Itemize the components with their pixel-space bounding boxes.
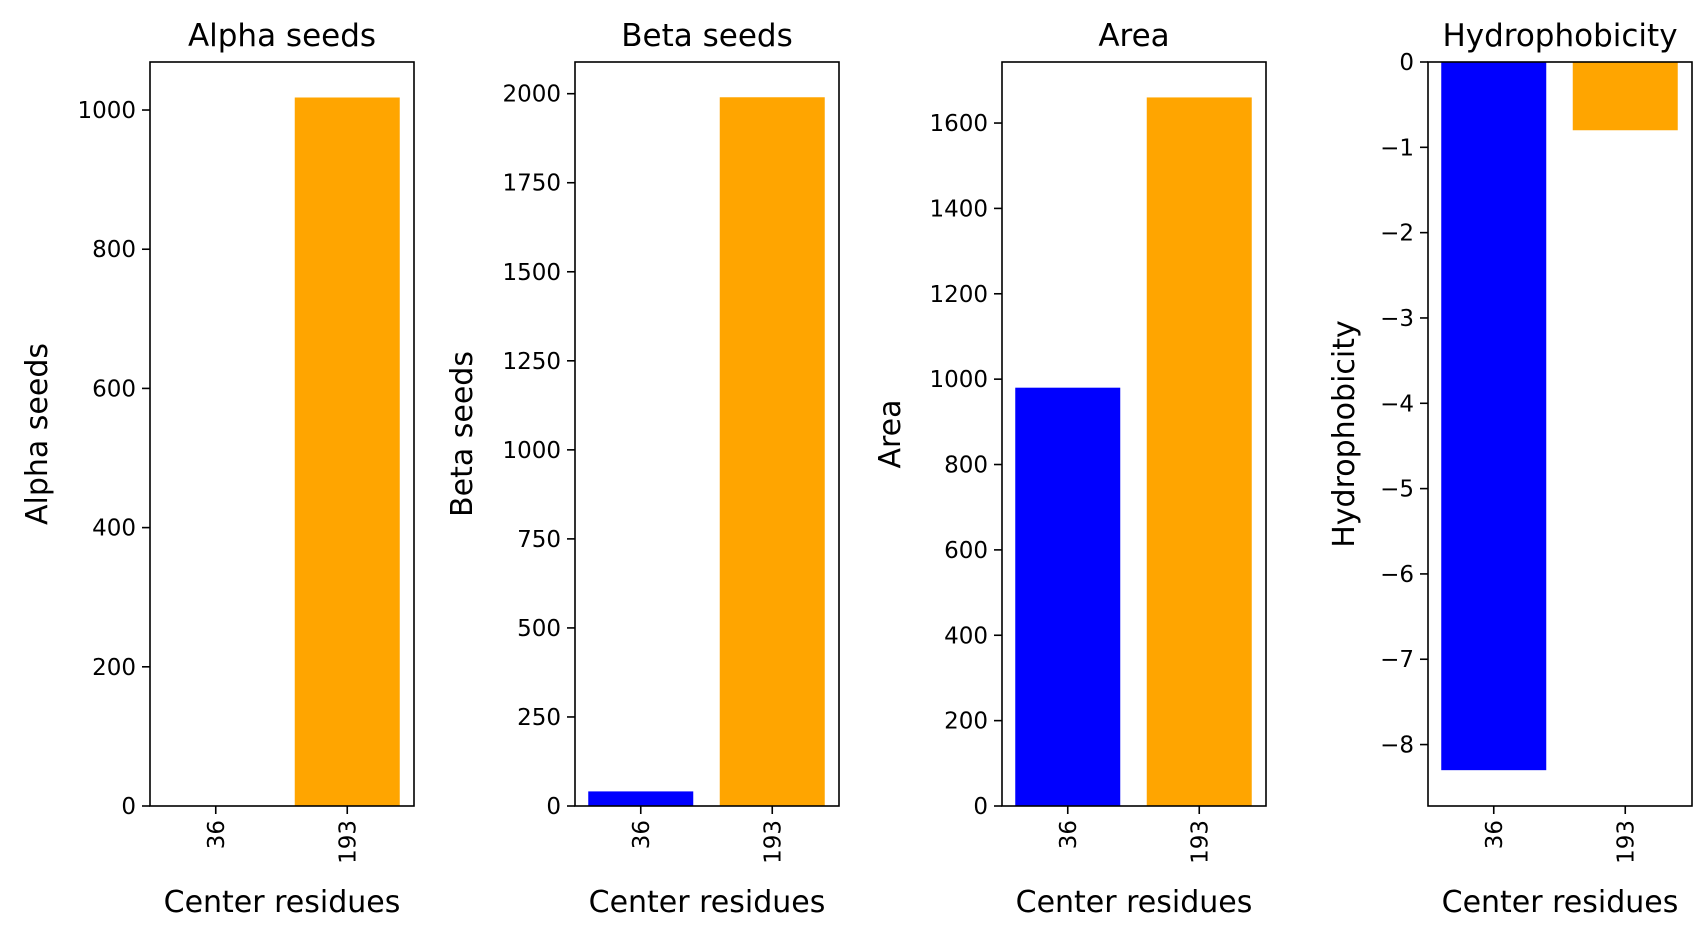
bar-36 bbox=[1015, 387, 1121, 806]
y-tick-label: 400 bbox=[92, 516, 136, 542]
x-tick-label: 36 bbox=[204, 820, 230, 849]
y-tick-label: 500 bbox=[517, 616, 561, 642]
y-tick-label: 1000 bbox=[502, 438, 561, 464]
x-axis-title: Center residues bbox=[1016, 885, 1253, 920]
chart-title: Alpha seeds bbox=[188, 18, 376, 54]
y-tick-label: −7 bbox=[1380, 647, 1414, 673]
y-tick-label: 1750 bbox=[502, 171, 561, 197]
y-tick-label: 1000 bbox=[929, 367, 988, 393]
y-tick-label: 250 bbox=[517, 705, 561, 731]
plot-frame bbox=[1427, 61, 1693, 807]
y-axis-title: Area bbox=[873, 399, 908, 468]
x-axis-title: Center residues bbox=[164, 885, 401, 920]
y-tick-label: 0 bbox=[121, 794, 136, 820]
y-tick-label: 200 bbox=[944, 709, 988, 735]
x-tick-label: 193 bbox=[1613, 820, 1639, 864]
chart-title: Beta seeds bbox=[621, 18, 792, 54]
plot-frame bbox=[149, 61, 415, 807]
y-tick-label: 1200 bbox=[929, 282, 988, 308]
bar-36 bbox=[1441, 62, 1547, 771]
bar-193 bbox=[1572, 62, 1678, 131]
bar-36 bbox=[588, 791, 694, 806]
y-tick-label: 600 bbox=[92, 376, 136, 402]
chart-panel-2: 0 250 500 750 1000 1250 1500 1750 2000 36 193 Beta … bbox=[445, 18, 840, 920]
chart-title: Area bbox=[1098, 18, 1169, 54]
plot-frame bbox=[574, 61, 840, 807]
x-axis-title: Center residues bbox=[589, 885, 826, 920]
y-tick-label: 400 bbox=[944, 623, 988, 649]
y-tick-label: 1400 bbox=[929, 196, 988, 222]
plot-frame bbox=[1001, 61, 1267, 807]
y-tick-label: 1250 bbox=[502, 349, 561, 375]
y-tick-label: 800 bbox=[944, 453, 988, 479]
y-axis-title: Beta seeds bbox=[445, 351, 480, 517]
y-tick-label: 2000 bbox=[502, 82, 561, 108]
y-tick-label: −3 bbox=[1380, 306, 1414, 332]
y-tick-label: −1 bbox=[1380, 135, 1414, 161]
chart-panel-1: 0 200 400 600 800 1000 36 193 Alpha seeds Center … bbox=[20, 18, 415, 920]
chart-panel-3: 0 200 400 600 800 1000 1200 1400 1600 36 193 Area Ce… bbox=[873, 18, 1267, 920]
x-axis-title: Center residues bbox=[1442, 885, 1679, 920]
y-tick-label: −4 bbox=[1380, 391, 1414, 417]
bar-193 bbox=[1146, 97, 1252, 806]
y-tick-label: 1500 bbox=[502, 260, 561, 286]
y-tick-label: 750 bbox=[517, 527, 561, 553]
x-tick-label: 36 bbox=[629, 820, 655, 849]
y-tick-label: 200 bbox=[92, 655, 136, 681]
y-tick-label: −8 bbox=[1380, 733, 1414, 759]
y-axis-title: Hydrophobicity bbox=[1327, 320, 1362, 548]
bar-193 bbox=[719, 97, 825, 806]
y-tick-label: 0 bbox=[1399, 50, 1414, 76]
y-tick-label: 1000 bbox=[77, 98, 136, 124]
chart-panel-4: 0 −1 −2 −3 −4 −5 −6 −7 −8 36 193 Hydrophobicity Cent… bbox=[1327, 18, 1693, 920]
y-tick-label: 800 bbox=[92, 237, 136, 263]
y-tick-label: 0 bbox=[546, 794, 561, 820]
y-tick-label: −5 bbox=[1380, 477, 1414, 503]
y-tick-label: 0 bbox=[973, 794, 988, 820]
x-tick-label: 193 bbox=[760, 820, 786, 864]
y-tick-label: −6 bbox=[1380, 562, 1414, 588]
bar-193 bbox=[294, 97, 400, 806]
y-tick-label: 1600 bbox=[929, 111, 988, 137]
chart-title: Hydrophobicity bbox=[1442, 18, 1677, 54]
x-tick-label: 36 bbox=[1056, 820, 1082, 849]
y-tick-label: −2 bbox=[1380, 221, 1414, 247]
x-tick-label: 36 bbox=[1482, 820, 1508, 849]
y-axis-title: Alpha seeds bbox=[20, 343, 55, 525]
x-tick-label: 193 bbox=[1187, 820, 1213, 864]
x-tick-label: 193 bbox=[335, 820, 361, 864]
y-tick-label: 600 bbox=[944, 538, 988, 564]
